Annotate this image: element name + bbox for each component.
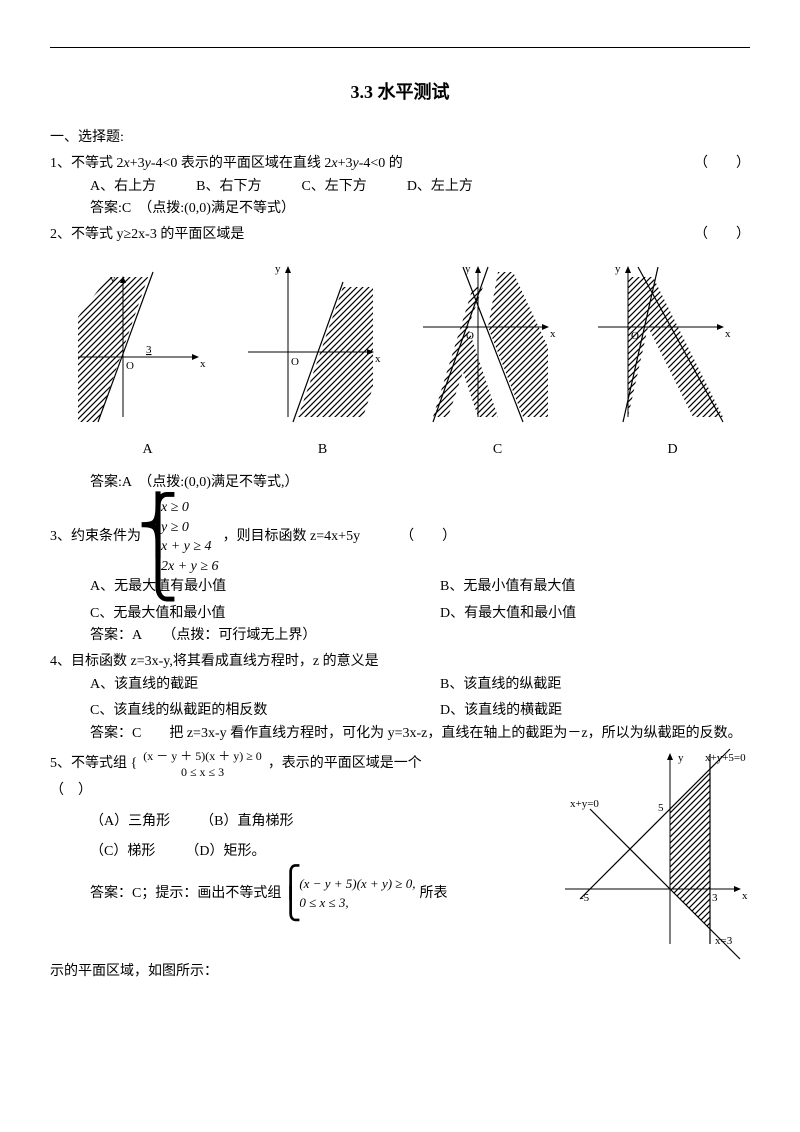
- svg-text:O: O: [126, 360, 134, 372]
- graph-c-label: C: [418, 439, 558, 461]
- q2-blank: （ ）: [694, 224, 750, 246]
- q5-ans-suffix: 所表: [419, 883, 447, 905]
- section-heading: 一、选择题:: [50, 127, 750, 149]
- q3-optD: D、有最大值和最小值: [440, 603, 750, 625]
- q1-stem: 1、不等式 2x+3y-4<0 表示的平面区域在直线 2x+3y-4<0 的: [50, 153, 403, 175]
- question-2: 2、不等式 y≥2x-3 的平面区域是 （ ） x y O 3 A: [50, 224, 750, 494]
- q5-suffix: ，表示的平面区域是一个: [268, 753, 422, 775]
- svg-text:3: 3: [712, 892, 718, 904]
- svg-text:x+y=0: x+y=0: [570, 798, 599, 810]
- q1-optC: C、左下方: [301, 176, 366, 198]
- svg-text:x: x: [725, 328, 731, 340]
- q3-prefix: 3、约束条件为: [50, 526, 141, 548]
- question-3: 3、约束条件为 ⎧ ⎨ ⎩ x ≥ 0 y ≥ 0 x + y ≥ 4 2x +…: [50, 498, 750, 648]
- graph-c: x y O C: [418, 257, 558, 462]
- top-rule: [50, 47, 750, 48]
- q1-optD: D、左上方: [407, 176, 473, 198]
- q1-answer: 答案:C （点拨:(0,0)满足不等式）: [50, 198, 750, 220]
- q2-answer: 答案:A （点拨:(0,0)满足不等式,）: [50, 472, 750, 494]
- q5-optD: （D）矩形。: [185, 841, 265, 863]
- svg-text:x: x: [550, 328, 556, 340]
- q5-tail: 示的平面区域，如图所示：: [50, 961, 750, 983]
- svg-text:x: x: [742, 890, 748, 902]
- q4-stem: 4、目标函数 z=3x-y,将其看成直线方程时，z 的意义是: [50, 651, 750, 673]
- svg-text:x: x: [375, 353, 381, 365]
- graph-d: x y O D: [593, 257, 733, 462]
- svg-text:x=3: x=3: [715, 935, 733, 947]
- q4-optB: B、该直线的纵截距: [440, 674, 750, 696]
- q5-prefix: 5、不等式组 {: [50, 753, 137, 775]
- svg-text:O: O: [466, 330, 474, 342]
- q2-graphs: x y O 3 A x y O B: [50, 257, 750, 462]
- svg-text:O: O: [291, 356, 299, 368]
- question-4: 4、目标函数 z=3x-y,将其看成直线方程时，z 的意义是 A、该直线的截距 …: [50, 651, 750, 745]
- q4-options: A、该直线的截距 B、该直线的纵截距 C、该直线的纵截距的相反数 D、该直线的横…: [50, 674, 750, 723]
- svg-text:O: O: [631, 330, 639, 342]
- svg-text:y: y: [275, 263, 281, 275]
- svg-text:-5: -5: [580, 892, 590, 904]
- q4-optC: C、该直线的纵截距的相反数: [90, 700, 400, 722]
- question-5: 5、不等式组 { (x － y ＋ 5)(x ＋ y) ≥ 0 0 ≤ x ≤ …: [50, 749, 750, 957]
- q3-answer: 答案：A （点拨：可行域无上界）: [50, 625, 750, 647]
- q5-optB: （B）直角梯形: [200, 811, 293, 833]
- svg-text:y: y: [465, 263, 471, 275]
- q2-stem: 2、不等式 y≥2x-3 的平面区域是: [50, 224, 244, 246]
- q5-optC: （C）梯形: [90, 841, 155, 863]
- q3-optB: B、无最小值有最大值: [440, 576, 750, 598]
- q5-optA: （A）三角形: [90, 811, 170, 833]
- svg-text:3: 3: [146, 344, 152, 356]
- svg-text:x: x: [200, 358, 206, 370]
- svg-text:y: y: [678, 752, 684, 764]
- q3-blank: （ ）: [400, 526, 456, 548]
- q3-mid: ，则目标函数 z=4x+5y: [223, 526, 361, 548]
- q1-optA: A、右上方: [90, 176, 156, 198]
- q1-blank: （ ）: [694, 153, 750, 175]
- graph-b-label: B: [243, 439, 383, 461]
- q4-optA: A、该直线的截距: [90, 674, 400, 696]
- graph-b: x y O B: [243, 257, 383, 462]
- q5-graph: y x x+y+5=0 x+y=0 x=3 5 -5 3: [560, 749, 750, 957]
- graph-a: x y O 3 A: [68, 267, 208, 462]
- q3-optC: C、无最大值和最小值: [90, 603, 400, 625]
- q1-options: A、右上方 B、右下方 C、左下方 D、左上方: [50, 176, 750, 198]
- svg-text:y: y: [110, 273, 116, 285]
- q5-options: （A）三角形 （B）直角梯形: [50, 811, 560, 833]
- q1-optB: B、右下方: [196, 176, 261, 198]
- graph-d-label: D: [593, 439, 733, 461]
- q5-blank: （ ）: [50, 780, 560, 802]
- q4-optD: D、该直线的横截距: [440, 700, 750, 722]
- svg-text:y: y: [615, 263, 621, 275]
- q5-ans-prefix: 答案：C；提示：画出不等式组: [50, 883, 281, 905]
- svg-text:x+y+5=0: x+y+5=0: [705, 752, 746, 764]
- q4-answer: 答案：C 把 z=3x-y 看作直线方程时，可化为 y=3x-z，直线在轴上的截…: [50, 723, 750, 745]
- page-title: 3.3 水平测试: [50, 78, 750, 107]
- graph-a-label: A: [68, 439, 208, 461]
- svg-text:5: 5: [658, 802, 664, 814]
- question-1: 1、不等式 2x+3y-4<0 表示的平面区域在直线 2x+3y-4<0 的 （…: [50, 153, 750, 220]
